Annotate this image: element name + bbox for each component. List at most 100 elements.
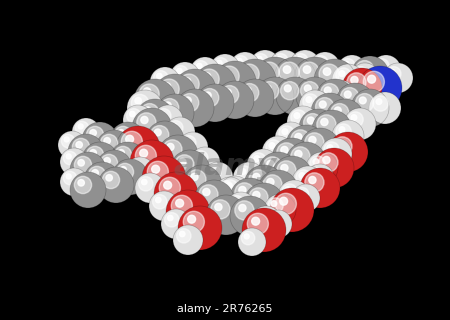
Circle shape bbox=[86, 126, 104, 144]
Circle shape bbox=[197, 153, 202, 159]
Circle shape bbox=[351, 89, 389, 127]
Circle shape bbox=[221, 183, 227, 189]
Circle shape bbox=[356, 93, 374, 112]
Circle shape bbox=[190, 57, 220, 87]
Circle shape bbox=[254, 210, 269, 225]
Circle shape bbox=[179, 158, 186, 166]
Circle shape bbox=[117, 149, 122, 155]
Circle shape bbox=[223, 70, 231, 77]
Circle shape bbox=[360, 64, 366, 71]
Circle shape bbox=[98, 167, 134, 203]
Circle shape bbox=[199, 69, 219, 89]
Circle shape bbox=[324, 142, 339, 157]
Circle shape bbox=[211, 200, 230, 219]
Circle shape bbox=[324, 87, 331, 94]
Circle shape bbox=[330, 157, 335, 162]
Circle shape bbox=[230, 52, 260, 82]
Circle shape bbox=[275, 193, 297, 214]
Circle shape bbox=[150, 67, 180, 97]
Circle shape bbox=[118, 149, 124, 156]
Circle shape bbox=[235, 183, 254, 202]
Circle shape bbox=[230, 196, 270, 236]
Circle shape bbox=[113, 147, 128, 161]
Circle shape bbox=[328, 132, 368, 172]
Circle shape bbox=[326, 99, 364, 137]
Circle shape bbox=[299, 62, 319, 82]
Text: alamy: alamy bbox=[173, 152, 277, 181]
Circle shape bbox=[272, 156, 312, 196]
Circle shape bbox=[331, 104, 349, 122]
Circle shape bbox=[164, 102, 171, 109]
Circle shape bbox=[297, 56, 302, 62]
Circle shape bbox=[196, 84, 234, 122]
Circle shape bbox=[347, 73, 366, 92]
Circle shape bbox=[90, 149, 96, 156]
Circle shape bbox=[201, 89, 219, 107]
Circle shape bbox=[132, 108, 172, 148]
Circle shape bbox=[233, 162, 265, 194]
Circle shape bbox=[130, 111, 135, 117]
Circle shape bbox=[339, 127, 345, 132]
Circle shape bbox=[204, 92, 211, 99]
Circle shape bbox=[341, 59, 355, 73]
Circle shape bbox=[279, 62, 299, 82]
Circle shape bbox=[92, 170, 99, 176]
Circle shape bbox=[130, 140, 174, 184]
Circle shape bbox=[179, 74, 199, 94]
Circle shape bbox=[387, 67, 401, 81]
Circle shape bbox=[199, 185, 218, 204]
Circle shape bbox=[261, 82, 279, 100]
Circle shape bbox=[110, 143, 140, 173]
Circle shape bbox=[306, 164, 334, 192]
Circle shape bbox=[161, 209, 191, 239]
Circle shape bbox=[210, 54, 240, 84]
Circle shape bbox=[167, 143, 174, 151]
Circle shape bbox=[294, 57, 336, 99]
Circle shape bbox=[344, 91, 351, 98]
Circle shape bbox=[300, 168, 340, 208]
Circle shape bbox=[96, 150, 132, 186]
Circle shape bbox=[207, 166, 221, 180]
Circle shape bbox=[216, 60, 222, 66]
Circle shape bbox=[153, 71, 168, 85]
Circle shape bbox=[320, 138, 352, 170]
Circle shape bbox=[256, 77, 294, 115]
Circle shape bbox=[331, 87, 337, 92]
Circle shape bbox=[235, 201, 254, 220]
Circle shape bbox=[291, 147, 310, 166]
Circle shape bbox=[309, 176, 316, 184]
Circle shape bbox=[258, 152, 298, 192]
Circle shape bbox=[317, 115, 336, 134]
Circle shape bbox=[310, 156, 325, 171]
Circle shape bbox=[363, 71, 384, 92]
Circle shape bbox=[90, 130, 96, 136]
Circle shape bbox=[163, 83, 171, 90]
Circle shape bbox=[82, 142, 118, 178]
Circle shape bbox=[238, 228, 266, 256]
Circle shape bbox=[214, 58, 228, 72]
Circle shape bbox=[184, 138, 190, 144]
Circle shape bbox=[252, 217, 260, 225]
Circle shape bbox=[286, 125, 326, 165]
Circle shape bbox=[187, 170, 206, 189]
Circle shape bbox=[226, 183, 232, 188]
Circle shape bbox=[157, 73, 162, 79]
Circle shape bbox=[63, 151, 77, 165]
Circle shape bbox=[250, 50, 280, 80]
Circle shape bbox=[225, 89, 231, 96]
Circle shape bbox=[290, 50, 320, 80]
Circle shape bbox=[296, 170, 311, 185]
Circle shape bbox=[281, 164, 288, 172]
Circle shape bbox=[203, 73, 211, 80]
Circle shape bbox=[203, 162, 233, 192]
Circle shape bbox=[244, 165, 284, 205]
Circle shape bbox=[270, 50, 300, 80]
Circle shape bbox=[141, 116, 148, 124]
Circle shape bbox=[311, 93, 349, 131]
Circle shape bbox=[114, 126, 131, 144]
Circle shape bbox=[182, 165, 222, 205]
Circle shape bbox=[233, 198, 238, 204]
Circle shape bbox=[84, 162, 120, 198]
Circle shape bbox=[336, 68, 351, 83]
Circle shape bbox=[78, 180, 85, 186]
